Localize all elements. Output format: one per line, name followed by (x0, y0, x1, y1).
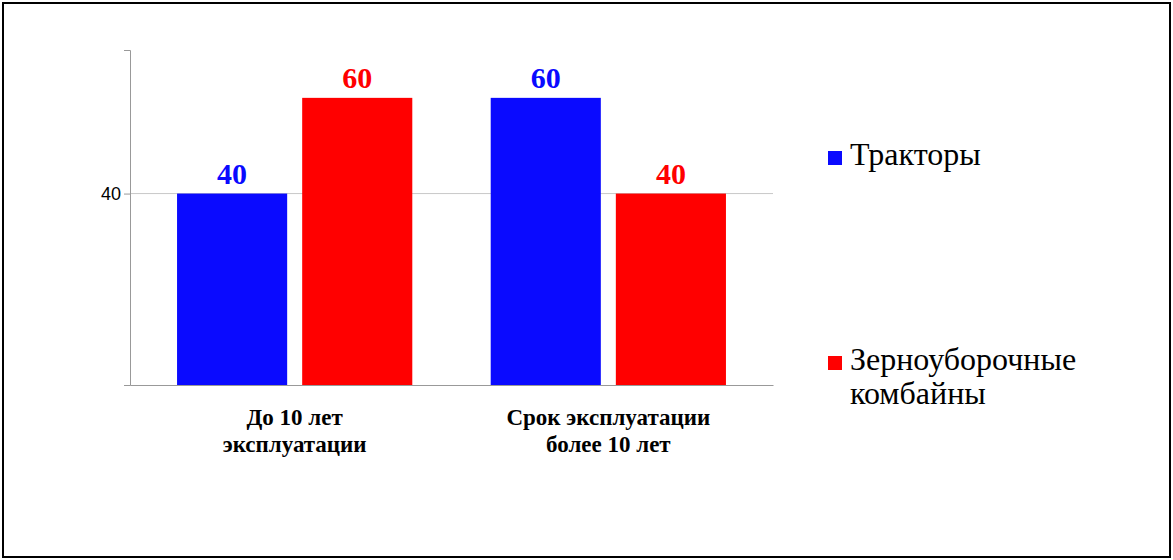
frame (3, 3, 1170, 557)
category-label: До 10 летэксплуатации (223, 405, 367, 457)
bar (177, 194, 287, 385)
category-label: Срок эксплуатацииболее 10 лет (506, 405, 710, 457)
y-tick-label: 40 (101, 184, 121, 204)
y-tick: 40 (101, 184, 130, 204)
x-axis-line (131, 385, 774, 386)
bar (302, 98, 412, 385)
y-tick-mark (124, 194, 130, 195)
legend-swatch (828, 151, 842, 165)
data-labels: 40 60 60 40 (217, 61, 686, 190)
y-axis: 40 (101, 51, 131, 386)
legend-swatch (828, 356, 842, 370)
chart: 40 До 10 летэксплуатации Срок эксплуатации… (0, 0, 1173, 560)
category-labels: До 10 летэксплуатации Срок эксплуатациибо… (223, 405, 711, 457)
data-label: 40 (656, 157, 686, 190)
bars (177, 98, 726, 385)
legend: Тракторы Зерноуборочныекомбайны (828, 136, 1076, 411)
bar (491, 98, 601, 385)
plot: 40 До 10 летэксплуатации Срок эксплуатации… (101, 51, 774, 458)
data-label: 60 (342, 61, 372, 94)
y-axis-line (124, 51, 131, 386)
legend-label: Зерноуборочныекомбайны (850, 341, 1076, 411)
data-label: 40 (217, 157, 247, 190)
legend-label: Тракторы (850, 136, 981, 172)
data-label: 60 (531, 61, 561, 94)
bar (616, 194, 726, 385)
